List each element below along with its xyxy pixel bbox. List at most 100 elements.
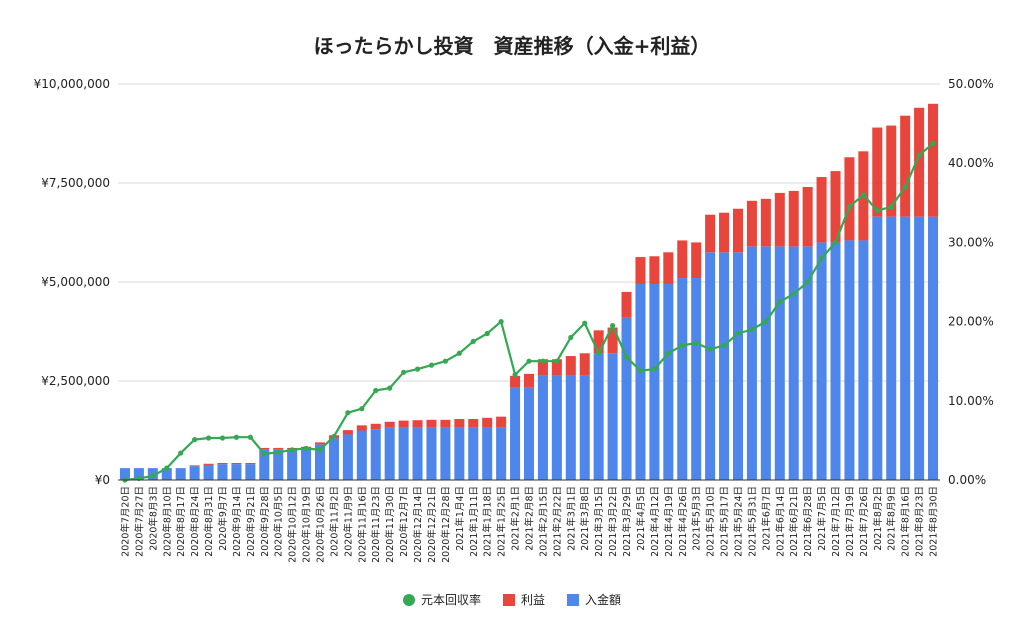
x-tick-label: 2020年8月10日 — [161, 486, 173, 557]
line-point — [874, 208, 880, 214]
x-tick-label: 2021年5月3日 — [691, 486, 703, 551]
line-point — [359, 406, 365, 412]
x-tick-label: 2021年8月9日 — [886, 486, 898, 551]
line-point — [219, 435, 226, 441]
x-tick-label: 2021年2月1日 — [510, 486, 522, 551]
x-tick-label: 2021年8月23日 — [914, 486, 926, 557]
line-point — [456, 350, 462, 356]
bar-deposit — [342, 434, 353, 480]
bar-deposit — [259, 449, 270, 480]
x-tick-label: 2021年5月31日 — [746, 486, 758, 557]
x-tick-label: 2020年9月14日 — [231, 486, 243, 557]
legend-marker-blue — [567, 593, 579, 606]
bar-deposit — [593, 353, 604, 480]
line-point — [791, 291, 797, 297]
line-point — [554, 358, 560, 364]
legend: 元本回収率 利益 入金額 — [0, 591, 1024, 608]
x-tick-label: 2020年10月5日 — [273, 486, 285, 557]
x-tick-label: 2021年3月15日 — [593, 486, 605, 557]
bar-deposit — [189, 466, 200, 480]
line-point — [289, 447, 295, 453]
line-point — [428, 362, 435, 368]
x-tick-label: 2021年1月25日 — [496, 486, 508, 557]
x-tick-label: 2021年2月8日 — [524, 486, 536, 551]
x-tick-label: 2021年6月21日 — [788, 486, 800, 557]
y-tick-label: ¥0 — [95, 473, 110, 487]
legend-label: 元本回収率 — [420, 593, 481, 607]
bar-deposit — [384, 427, 395, 480]
bar-deposit — [287, 449, 298, 480]
bar-profit — [273, 447, 284, 450]
bar-deposit — [412, 427, 423, 480]
line-point — [317, 447, 323, 453]
line-point — [693, 340, 699, 346]
x-tick-label: 2020年8月17日 — [175, 486, 187, 557]
bar-profit — [315, 442, 326, 445]
x-tick-label: 2020年11月30日 — [384, 486, 396, 563]
line-point — [805, 279, 811, 285]
bar-deposit — [217, 464, 228, 480]
bar-deposit — [510, 387, 521, 480]
bar-profit — [774, 192, 785, 247]
bar-profit — [523, 373, 535, 388]
line-point — [679, 342, 685, 348]
line-point — [665, 350, 671, 356]
line-point — [275, 449, 281, 455]
x-tick-label: 2021年1月4日 — [454, 486, 466, 551]
bar-profit — [593, 330, 604, 354]
y2-tick-label: 40.00% — [948, 156, 994, 170]
bar-deposit — [398, 427, 409, 480]
bar-deposit — [301, 448, 312, 480]
line-point — [303, 445, 309, 451]
x-tick-label: 2021年1月11日 — [468, 486, 480, 557]
line-point — [150, 473, 156, 479]
line-point — [192, 437, 198, 443]
bar-deposit — [565, 375, 576, 480]
line-point — [540, 358, 546, 364]
bar-profit — [189, 465, 200, 467]
bar-deposit — [928, 216, 939, 480]
x-tick-label: 2021年4月26日 — [677, 486, 689, 557]
bar-deposit — [203, 464, 214, 480]
bar-profit — [412, 420, 423, 428]
x-tick-label: 2021年1月18日 — [482, 486, 494, 557]
bar-profit — [203, 463, 214, 465]
bar-profit — [356, 425, 367, 431]
x-tick-label: 2020年12月7日 — [398, 486, 410, 557]
line-point — [498, 319, 504, 325]
bar-profit — [663, 252, 674, 284]
y2-tick-label: 20.00% — [948, 315, 994, 329]
x-tick-label: 2020年7月20日 — [119, 486, 131, 557]
bar-profit — [468, 419, 479, 428]
bar-deposit — [579, 375, 590, 480]
bar-profit — [510, 375, 521, 388]
bar-profit — [649, 256, 660, 284]
bar-profit — [384, 421, 395, 428]
x-tick-label: 2020年8月24日 — [189, 486, 201, 557]
line-point — [609, 322, 616, 329]
line-point — [470, 338, 476, 344]
bar-deposit — [872, 216, 883, 480]
x-tick-label: 2020年10月12日 — [287, 486, 299, 563]
line-point — [902, 184, 908, 190]
x-tick-label: 2020年10月26日 — [315, 486, 327, 563]
bar-profit — [872, 127, 883, 217]
line-point — [373, 387, 379, 394]
y-tick-label: ¥10,000,000 — [34, 77, 110, 91]
y-tick-label: ¥7,500,000 — [41, 176, 110, 190]
bar-profit — [719, 212, 730, 253]
line-point — [582, 320, 588, 326]
bar-deposit — [732, 252, 743, 480]
y-tick-label: ¥2,500,000 — [41, 374, 110, 388]
x-tick-label: 2021年4月5日 — [635, 486, 647, 551]
x-tick-label: 2020年11月2日 — [328, 486, 340, 557]
x-tick-label: 2020年12月28日 — [440, 486, 452, 563]
bar-deposit — [802, 246, 813, 480]
x-tick-label: 2020年7月27日 — [133, 486, 145, 557]
x-tick-label: 2021年7月19日 — [844, 486, 856, 557]
legend-label: 入金額 — [585, 593, 622, 607]
bar-profit — [440, 419, 451, 428]
bar-profit — [454, 419, 465, 428]
bar-profit — [788, 190, 799, 247]
bar-deposit — [496, 427, 507, 480]
